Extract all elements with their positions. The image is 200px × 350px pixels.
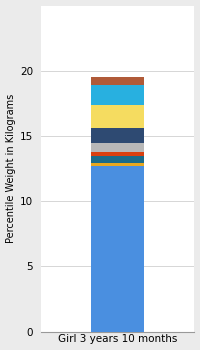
Bar <box>91 142 144 152</box>
Bar <box>91 85 144 105</box>
Bar <box>91 166 144 332</box>
Bar <box>91 77 144 85</box>
Bar <box>91 155 144 163</box>
Bar <box>91 128 144 142</box>
Bar <box>91 152 144 155</box>
Bar <box>91 105 144 128</box>
Y-axis label: Percentile Weight in Kilograms: Percentile Weight in Kilograms <box>6 94 16 243</box>
Bar <box>91 163 144 166</box>
